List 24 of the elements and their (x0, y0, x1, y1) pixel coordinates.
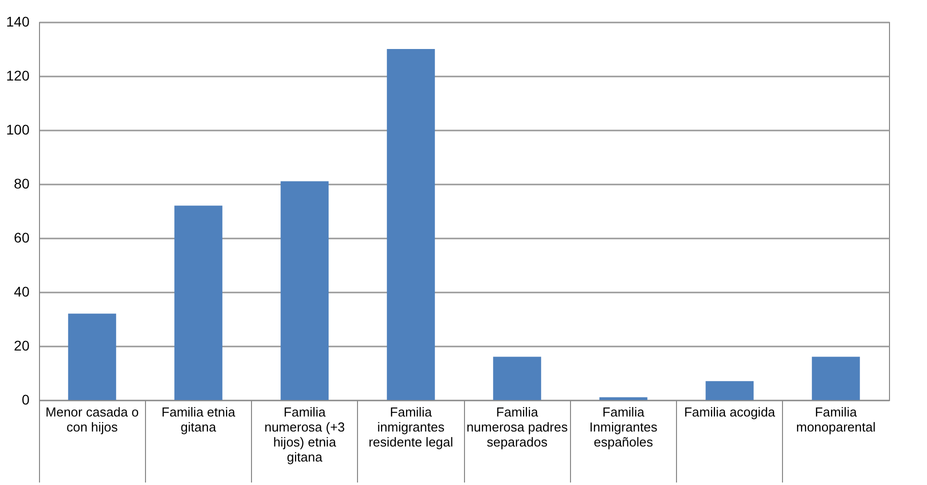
y-tick-label: 60 (14, 230, 30, 246)
x-tick-label: Familia inmigrantes residente legal (368, 404, 454, 450)
y-tick-label: 40 (14, 284, 30, 300)
x-tick-label: Familia monoparental (796, 404, 876, 434)
x-tick-label: Familia acogida (684, 404, 776, 420)
bar (386, 49, 435, 400)
x-tick-label: Familia numerosa padres separados (466, 404, 568, 450)
bar (812, 356, 860, 400)
bar (68, 314, 116, 400)
bar (493, 356, 542, 400)
y-tick-label: 120 (6, 68, 30, 84)
y-tick-label: 80 (14, 176, 30, 192)
x-tick-label: Menor casada o con hijos (46, 404, 139, 434)
bar (599, 397, 648, 400)
y-tick-label: 20 (14, 338, 30, 354)
x-tick-label: Familia etnia gitana (162, 404, 236, 434)
bar (280, 181, 329, 400)
x-tick-label: Familia Inmigrantes españoles (589, 404, 658, 450)
y-tick-label: 0 (22, 392, 30, 408)
bar (706, 381, 754, 400)
y-tick-label: 140 (6, 14, 30, 30)
bar (174, 206, 222, 400)
x-tick-label: Familia numerosa (+3 hijos) etnia gitana (264, 404, 345, 464)
y-tick-label: 100 (6, 122, 30, 138)
